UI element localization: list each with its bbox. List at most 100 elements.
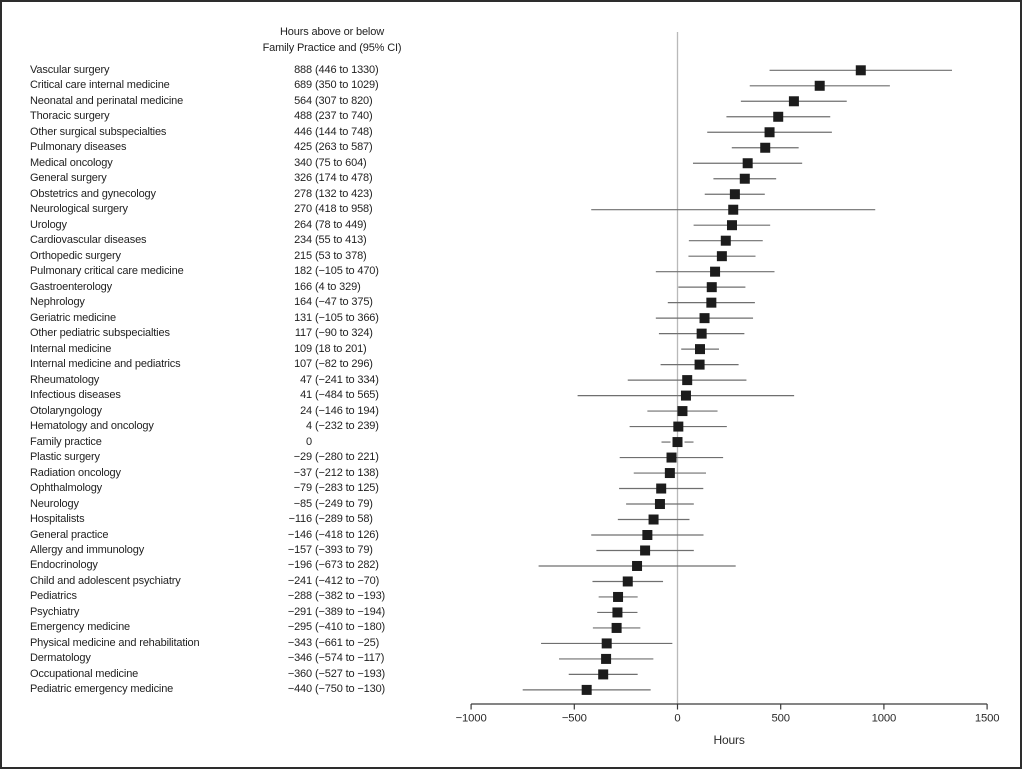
ci-text: (−412 to −70) <box>315 574 380 587</box>
x-axis-tick-label: −1000 <box>456 713 487 725</box>
ci-text: (−289 to 58) <box>315 513 373 525</box>
forest-row <box>678 282 746 293</box>
forest-row <box>704 189 765 200</box>
estimate-marker <box>788 96 799 107</box>
estimate-ci-value: 4 (−232 to 239) <box>232 419 379 434</box>
forest-row <box>577 390 795 401</box>
estimate-text: 888 <box>294 63 312 76</box>
estimate-marker <box>764 127 775 138</box>
ci-text: (−410 to −180) <box>315 621 386 634</box>
estimate-marker <box>726 220 737 231</box>
forest-row <box>619 452 724 463</box>
estimate-text: 117 <box>294 327 312 340</box>
ci-text: (−105 to 470) <box>315 265 379 278</box>
forest-row <box>592 576 664 587</box>
estimate-marker <box>601 653 612 664</box>
estimate-marker <box>613 591 624 602</box>
estimate-marker <box>682 375 693 386</box>
ci-text: (−105 to 366) <box>315 311 379 324</box>
ci-text: (263 to 587) <box>315 141 373 154</box>
value-column-header: Hours above or below Family Practice and… <box>230 25 434 56</box>
estimate-marker <box>710 266 721 277</box>
estimate-ci-value: −288 (−382 to −193) <box>232 589 385 604</box>
specialty-label: Neurological surgery <box>30 203 128 216</box>
forest-row <box>591 204 876 215</box>
estimate-ci-value: 182 (−105 to 470) <box>232 264 379 279</box>
specialty-label: Vascular surgery <box>30 63 110 76</box>
value-column-header-line1: Hours above or below <box>279 26 384 38</box>
estimate-marker <box>598 669 609 680</box>
specialty-label: Rheumatology <box>30 373 100 386</box>
forest-row <box>647 406 718 417</box>
estimate-text: −196 <box>287 559 312 572</box>
forest-row <box>538 560 736 571</box>
estimate-ci-value: 689 (350 to 1029) <box>232 78 379 93</box>
forest-row <box>541 638 673 649</box>
estimate-text: −157 <box>287 543 312 556</box>
estimate-marker <box>739 173 750 184</box>
estimate-marker <box>696 328 707 339</box>
ci-text: (−212 to 138) <box>315 466 379 479</box>
forest-row <box>627 375 747 386</box>
specialty-label: Cardiovascular diseases <box>30 234 147 247</box>
estimate-marker <box>694 344 705 355</box>
ci-text: (−382 to −193) <box>315 590 386 603</box>
forest-row <box>660 359 739 370</box>
ci-text: (−146 to 194) <box>315 404 379 417</box>
estimate-ci-value: 264 (78 to 449) <box>232 218 367 233</box>
estimate-text: −291 <box>287 605 312 618</box>
specialty-label: Urology <box>30 218 67 231</box>
ci-text: (−673 to 282) <box>315 559 379 572</box>
estimate-ci-value: 270 (418 to 958) <box>232 202 373 217</box>
estimate-ci-value: 47 (−241 to 334) <box>232 373 379 388</box>
x-axis-tick-label: 500 <box>771 713 789 725</box>
specialty-label: Child and adolescent psychiatry <box>30 574 181 587</box>
specialty-label: Family practice <box>30 435 102 448</box>
estimate-ci-value: 488 (237 to 740) <box>232 109 373 124</box>
specialty-label: Medical oncology <box>30 156 113 169</box>
specialty-label: Other pediatric subspecialties <box>30 327 170 340</box>
estimate-text: 215 <box>294 249 312 262</box>
estimate-ci-value: 234 (55 to 413) <box>232 233 367 248</box>
x-axis-tick-label: 1500 <box>975 713 1000 725</box>
specialty-label: Hematology and oncology <box>30 420 154 433</box>
estimate-marker <box>648 514 659 525</box>
x-axis-title: Hours <box>713 733 744 747</box>
specialty-label: Radiation oncology <box>30 466 121 479</box>
forest-row <box>629 421 727 432</box>
estimate-marker <box>622 576 633 587</box>
estimate-ci-value: −85 (−249 to 79) <box>232 497 373 512</box>
ci-text: (−280 to 221) <box>315 451 379 464</box>
ci-text: (4 to 329) <box>315 280 361 293</box>
forest-row <box>769 65 953 76</box>
estimate-ci-value: −241 (−412 to −70) <box>232 574 379 589</box>
x-axis-tick-label: 0 <box>674 713 680 725</box>
ci-text: (−574 to −117) <box>315 652 385 665</box>
estimate-text: 425 <box>294 141 312 154</box>
estimate-marker <box>855 65 866 76</box>
ci-text: (−418 to 126) <box>315 528 379 541</box>
estimate-marker <box>694 359 705 370</box>
estimate-text: 264 <box>294 218 312 231</box>
estimate-ci-value: −295 (−410 to −180) <box>232 620 385 635</box>
estimate-ci-value: 326 (174 to 478) <box>232 171 373 186</box>
estimate-ci-value: 446 (144 to 748) <box>232 125 373 140</box>
estimate-marker <box>664 468 675 479</box>
estimate-text: −79 <box>293 482 312 495</box>
estimate-text: −288 <box>287 590 312 603</box>
forest-row <box>633 468 706 479</box>
specialty-label: Occupational medicine <box>30 667 139 680</box>
estimate-marker <box>706 297 717 308</box>
x-axis-tick-label: 1000 <box>872 713 897 725</box>
estimate-ci-value: 109 (18 to 201) <box>232 342 367 357</box>
specialty-label: General practice <box>30 528 109 541</box>
estimate-text: 107 <box>294 358 312 371</box>
forest-row <box>661 437 694 448</box>
forest-row <box>681 344 719 355</box>
specialty-label: Internal medicine and pediatrics <box>30 358 181 371</box>
estimate-ci-value: 425 (263 to 587) <box>232 140 373 155</box>
estimate-marker <box>680 390 691 401</box>
specialty-label: Pediatrics <box>30 590 77 603</box>
estimate-text: 488 <box>294 110 312 123</box>
